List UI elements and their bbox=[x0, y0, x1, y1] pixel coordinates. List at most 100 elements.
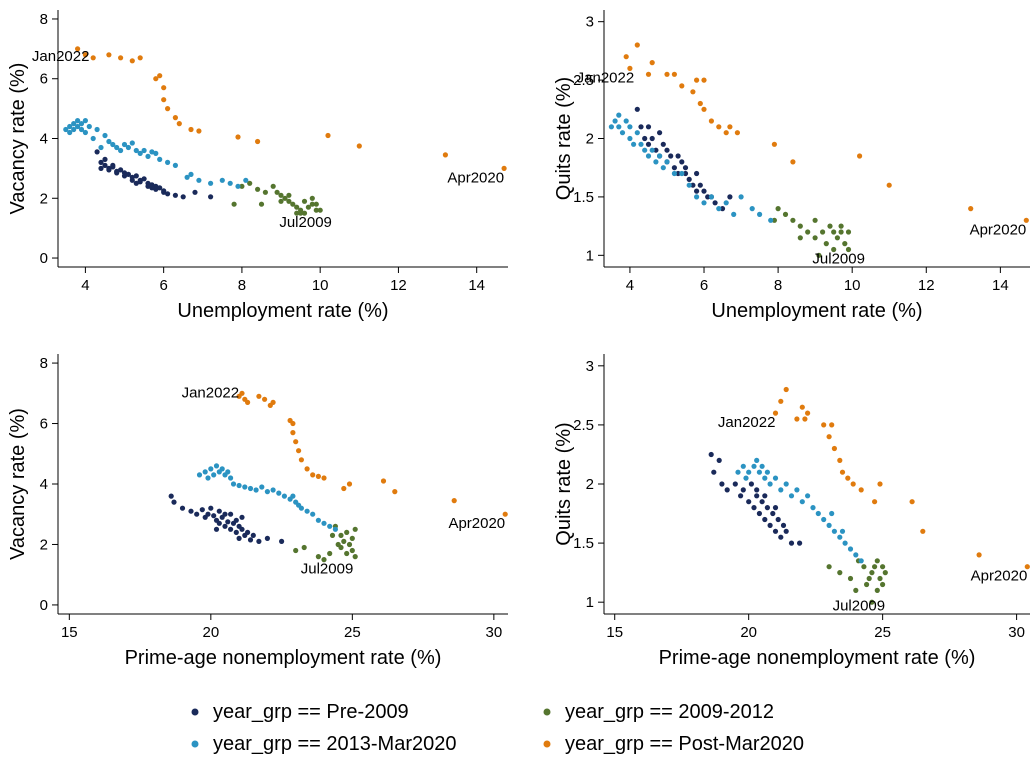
data-point bbox=[727, 124, 733, 130]
data-point bbox=[853, 587, 859, 594]
data-point bbox=[783, 481, 789, 487]
data-point bbox=[327, 523, 333, 529]
data-point bbox=[114, 144, 120, 151]
data-point bbox=[172, 192, 178, 198]
y-tick-label: 2 bbox=[586, 476, 594, 493]
data-point bbox=[772, 410, 779, 416]
legend-marker bbox=[191, 708, 199, 716]
data-point bbox=[772, 505, 779, 511]
data-point bbox=[802, 416, 808, 422]
legend-label: year_grp == Pre-2009 bbox=[213, 701, 409, 723]
data-point bbox=[71, 121, 77, 127]
x-tick-label: 8 bbox=[238, 277, 246, 294]
x-tick-label: 12 bbox=[390, 277, 407, 294]
data-point bbox=[638, 141, 644, 147]
data-point bbox=[880, 581, 886, 588]
data-point bbox=[839, 528, 846, 534]
data-point bbox=[664, 71, 670, 77]
data-point bbox=[219, 177, 225, 183]
legend: year_grp == Pre-2009 year_grp == 2009-201… bbox=[191, 701, 804, 755]
data-point bbox=[701, 77, 707, 83]
legend-label: year_grp == Post-Mar2020 bbox=[565, 733, 804, 755]
x-tick-label: 25 bbox=[344, 624, 361, 641]
data-point bbox=[645, 141, 652, 147]
data-point bbox=[842, 241, 848, 247]
data-point bbox=[657, 153, 663, 159]
data-point bbox=[309, 195, 315, 201]
data-point bbox=[634, 106, 640, 112]
data-point bbox=[78, 126, 85, 133]
data-point bbox=[344, 529, 350, 536]
data-point bbox=[281, 493, 287, 499]
data-point bbox=[853, 552, 859, 558]
data-point bbox=[694, 170, 700, 177]
data-point bbox=[820, 229, 826, 235]
data-point bbox=[861, 564, 867, 570]
data-point bbox=[845, 475, 851, 481]
legend-entry: year_grp == Post-Mar2020 bbox=[543, 733, 804, 755]
data-point bbox=[213, 463, 220, 469]
data-point bbox=[675, 170, 681, 177]
data-point bbox=[205, 475, 211, 481]
data-point bbox=[756, 469, 763, 475]
data-point bbox=[315, 517, 321, 523]
data-point bbox=[857, 153, 863, 159]
y-axis-label: Quits rate (%) bbox=[553, 77, 575, 200]
y-tick-label: 2.5 bbox=[573, 72, 594, 89]
data-point bbox=[759, 499, 765, 505]
data-point bbox=[349, 535, 355, 542]
series-2009-2012 bbox=[826, 558, 888, 605]
data-point bbox=[738, 194, 744, 200]
data-point bbox=[235, 183, 241, 189]
series-Pre-2009 bbox=[634, 106, 733, 212]
data-point bbox=[850, 481, 856, 487]
data-point bbox=[783, 528, 789, 534]
data-point bbox=[858, 487, 864, 493]
series-Pre-2009 bbox=[168, 493, 285, 545]
y-tick-label: 2.5 bbox=[573, 417, 594, 434]
data-point bbox=[236, 482, 242, 489]
data-point bbox=[679, 83, 685, 89]
data-point bbox=[145, 183, 151, 189]
data-point bbox=[686, 176, 692, 182]
data-point bbox=[149, 149, 155, 155]
data-point bbox=[259, 484, 265, 490]
data-point bbox=[649, 60, 655, 66]
data-point bbox=[305, 204, 311, 210]
data-point bbox=[133, 173, 139, 179]
data-point bbox=[321, 557, 327, 563]
data-point bbox=[623, 54, 629, 60]
series-Pre-2009 bbox=[708, 451, 803, 546]
data-point bbox=[216, 520, 222, 526]
panel-4: 15 20 25 30 1 1.5 2 2.5 3 Prime-age nonemployment… bbox=[553, 354, 1030, 669]
annotation-label: Jul2009 bbox=[279, 214, 332, 231]
data-point bbox=[671, 170, 678, 177]
x-axis-label: Unemployment rate (%) bbox=[177, 300, 388, 322]
data-point bbox=[239, 514, 245, 520]
y-tick-label: 3 bbox=[586, 358, 594, 375]
y-axis-label: Quits rate (%) bbox=[553, 422, 575, 545]
data-point bbox=[771, 141, 778, 147]
data-point bbox=[106, 138, 112, 145]
data-point bbox=[290, 493, 296, 499]
data-point bbox=[746, 499, 752, 505]
data-point bbox=[815, 510, 821, 517]
data-point bbox=[133, 147, 139, 154]
data-point bbox=[877, 575, 883, 582]
data-point bbox=[255, 186, 261, 192]
legend-label: year_grp == 2013-Mar2020 bbox=[213, 733, 457, 755]
data-point bbox=[838, 223, 844, 229]
data-point bbox=[222, 511, 228, 517]
y-tick-label: 1 bbox=[586, 594, 594, 611]
series-Post-Mar2020 bbox=[623, 42, 1029, 223]
x-tick-label: 10 bbox=[312, 277, 329, 294]
data-point bbox=[810, 505, 816, 511]
data-point bbox=[751, 463, 757, 469]
data-point bbox=[627, 135, 633, 142]
data-point bbox=[968, 206, 974, 212]
data-point bbox=[740, 463, 746, 469]
data-point bbox=[196, 177, 202, 183]
annotation-label: Apr2020 bbox=[448, 515, 505, 532]
legend-marker bbox=[543, 740, 551, 748]
